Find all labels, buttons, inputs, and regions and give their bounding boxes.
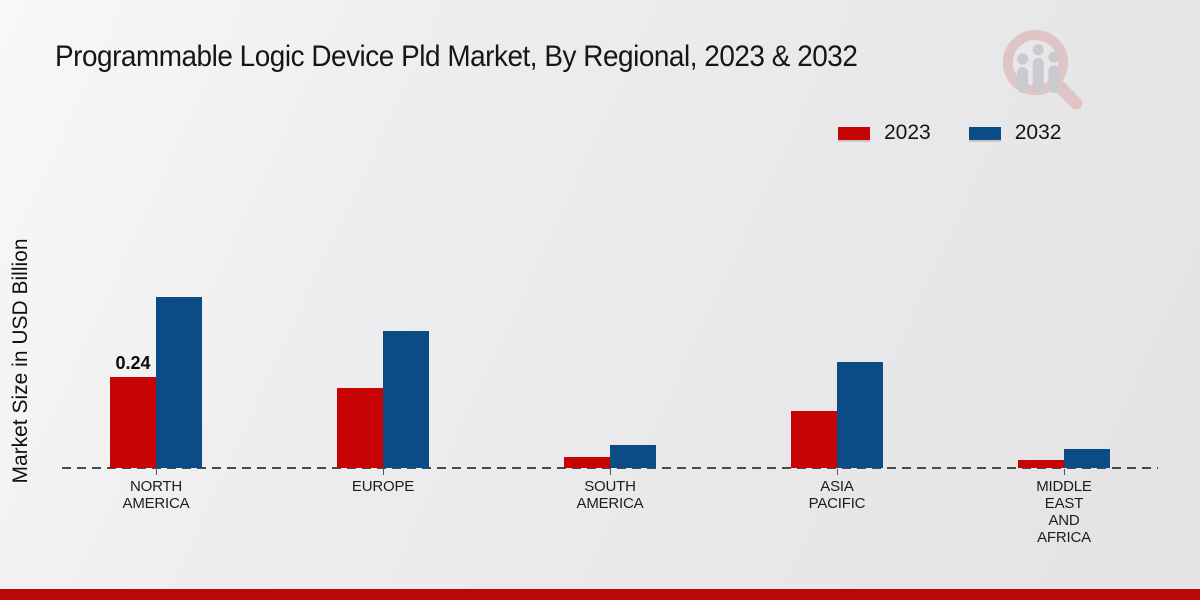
category-label-south-america: SOUTH AMERICA	[576, 478, 644, 512]
bar-2032-europe	[383, 331, 429, 468]
category-label-middle-east-and-africa: MIDDLE EAST AND AFRICA	[1036, 478, 1092, 546]
x-axis-tick	[610, 469, 611, 475]
category-label-north-america: NORTH AMERICA	[122, 478, 190, 512]
legend-swatch-2023	[838, 126, 870, 140]
data-label-2023-north-america: 0.24	[115, 353, 151, 373]
bar-2032-south-america	[610, 445, 656, 468]
footer-accent-band	[0, 589, 1200, 600]
x-axis-tick	[837, 469, 838, 475]
bar-2023-asia-pacific	[791, 411, 837, 468]
x-axis-tick	[1064, 469, 1065, 475]
bar-2032-middle-east-and-africa	[1064, 449, 1110, 468]
legend-swatch-2032	[968, 126, 1001, 140]
legend-item-2032: 2032	[968, 121, 1062, 145]
legend-label-2032: 2032	[1014, 121, 1062, 144]
category-label-europe: EUROPE	[351, 478, 415, 495]
magnifier-bar-chart-logo-icon	[1002, 29, 1083, 110]
chart-title: Programmable Logic Device Pld Market, By…	[55, 40, 858, 73]
x-axis-tick	[383, 469, 384, 475]
x-axis-tick	[156, 469, 157, 475]
bar-2023-south-america	[564, 457, 610, 468]
bar-2023-middle-east-and-africa	[1018, 460, 1064, 468]
legend-label-2023: 2023	[884, 121, 931, 144]
bar-2032-asia-pacific	[837, 362, 883, 468]
bar-2023-north-america	[110, 377, 156, 468]
bar-2023-europe	[337, 388, 383, 468]
zero-baseline-dashed	[62, 467, 1158, 469]
legend: 2023 2032	[838, 121, 1061, 145]
legend-item-2023: 2023	[838, 121, 931, 145]
category-label-asia-pacific: ASIA PACIFIC	[808, 478, 866, 512]
bar-2032-north-america	[156, 297, 202, 468]
y-axis-label: Market Size in USD Billion	[9, 238, 32, 484]
